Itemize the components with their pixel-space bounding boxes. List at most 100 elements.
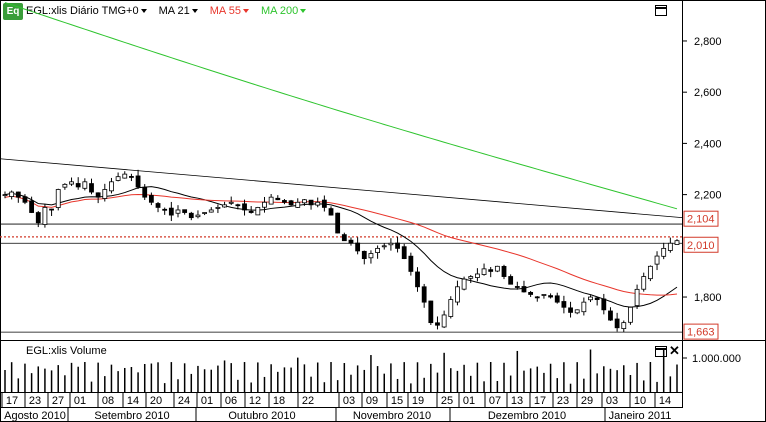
day-label: 03 xyxy=(606,395,618,407)
day-label: 14 xyxy=(127,395,139,407)
day-label: 23 xyxy=(29,395,41,407)
candle-body xyxy=(481,268,487,275)
chart-header: EGL:xlis Diário TMG+0 MA 21 MA 55 MA 200 xyxy=(26,3,307,19)
day-label: 27 xyxy=(52,395,64,407)
candle-body xyxy=(102,189,108,199)
candle-body xyxy=(588,296,593,301)
candle-body xyxy=(395,242,400,249)
candle-body xyxy=(474,273,480,278)
candle-body xyxy=(89,183,94,193)
day-label: 18 xyxy=(273,395,285,407)
candle-body xyxy=(115,176,121,181)
candle-body xyxy=(628,306,633,323)
ma55-selector[interactable]: MA 55 xyxy=(210,5,249,17)
candle-body xyxy=(568,307,573,313)
candle-body xyxy=(122,173,128,179)
candle-body xyxy=(22,196,28,203)
symbol-selector[interactable]: EGL:xlis Diário TMG+0 xyxy=(26,5,147,17)
candle-body xyxy=(222,204,227,208)
day-label: 01 xyxy=(201,395,213,407)
candle-body xyxy=(262,201,267,208)
price-tag xyxy=(683,323,719,340)
ma200-label: MA 200 xyxy=(260,5,299,17)
candle-body xyxy=(521,286,527,293)
candle-body xyxy=(594,297,600,300)
candle-body xyxy=(421,286,427,303)
candle-body xyxy=(674,240,680,245)
candle-body xyxy=(148,195,154,203)
symbol-label: EGL:xlis Diário TMG+0 xyxy=(26,5,139,17)
candle-body xyxy=(561,301,567,308)
day-label: 22 xyxy=(302,395,314,407)
candle-body xyxy=(528,291,534,295)
candle-body xyxy=(508,276,514,285)
candle-body xyxy=(29,200,35,213)
day-label: 17 xyxy=(534,395,546,407)
candle-body xyxy=(388,242,394,246)
y-tick-label: 2,800 xyxy=(694,36,722,48)
candle-body xyxy=(415,271,420,288)
candle-body xyxy=(355,242,361,252)
ma55-line xyxy=(4,193,678,296)
candle-body xyxy=(235,204,241,207)
candle-body xyxy=(448,299,454,317)
candle-body xyxy=(82,181,88,189)
candle-body xyxy=(188,212,194,219)
candle-body xyxy=(315,201,321,206)
ma200-selector[interactable]: MA 200 xyxy=(260,5,307,17)
candle-body xyxy=(341,234,347,242)
ma55-label: MA 55 xyxy=(209,5,241,17)
candle-body xyxy=(461,278,467,290)
chevron-down-icon xyxy=(191,9,198,14)
candle-body xyxy=(401,246,407,260)
candle-body xyxy=(428,300,434,324)
y-tick-label: 2,400 xyxy=(694,138,722,150)
candle-body xyxy=(135,175,141,188)
price-tag xyxy=(683,236,719,253)
candle-body xyxy=(368,253,374,259)
candle-body xyxy=(601,298,607,311)
candle-body xyxy=(195,214,201,218)
candle-body xyxy=(62,183,68,188)
candle-body xyxy=(435,322,440,326)
price-tag-label: 2,010 xyxy=(687,240,715,252)
candle-body xyxy=(641,276,647,290)
y-tick-label: 2,600 xyxy=(694,87,722,99)
price-tag xyxy=(683,210,719,227)
day-label: 29 xyxy=(581,395,593,407)
month-label: Janeiro 2011 xyxy=(609,410,672,422)
candle-body xyxy=(667,242,673,251)
candle-body xyxy=(242,203,247,211)
candle-body xyxy=(215,207,221,209)
candle-body xyxy=(49,208,54,211)
candle-body xyxy=(228,201,234,204)
day-label: 23 xyxy=(557,395,569,407)
ma21-label: MA 21 xyxy=(158,5,190,17)
candle-body xyxy=(295,201,301,208)
candle-body xyxy=(95,192,101,198)
candle-body xyxy=(175,209,181,214)
chevron-down-icon xyxy=(300,9,307,14)
candle-body xyxy=(255,207,261,216)
candle-body xyxy=(494,265,500,272)
candle-body xyxy=(634,288,640,307)
day-label: 06 xyxy=(225,395,237,407)
candle-body xyxy=(69,181,74,185)
candle-body xyxy=(335,212,341,234)
candle-body xyxy=(541,294,547,296)
ma21-selector[interactable]: MA 21 xyxy=(159,5,198,17)
day-label: 20 xyxy=(150,395,162,407)
maximize-icon[interactable] xyxy=(655,5,667,16)
candle-body xyxy=(654,255,660,265)
close-icon[interactable]: ✕ xyxy=(669,343,680,358)
day-label: 14 xyxy=(659,395,671,407)
candle-body xyxy=(647,265,653,280)
candle-body xyxy=(308,199,314,206)
month-label: Dezembro 2010 xyxy=(488,410,566,422)
candle-body xyxy=(441,314,447,328)
day-label: 19 xyxy=(412,395,424,407)
candle-body xyxy=(168,207,174,216)
maximize-volume-icon[interactable] xyxy=(655,346,667,357)
